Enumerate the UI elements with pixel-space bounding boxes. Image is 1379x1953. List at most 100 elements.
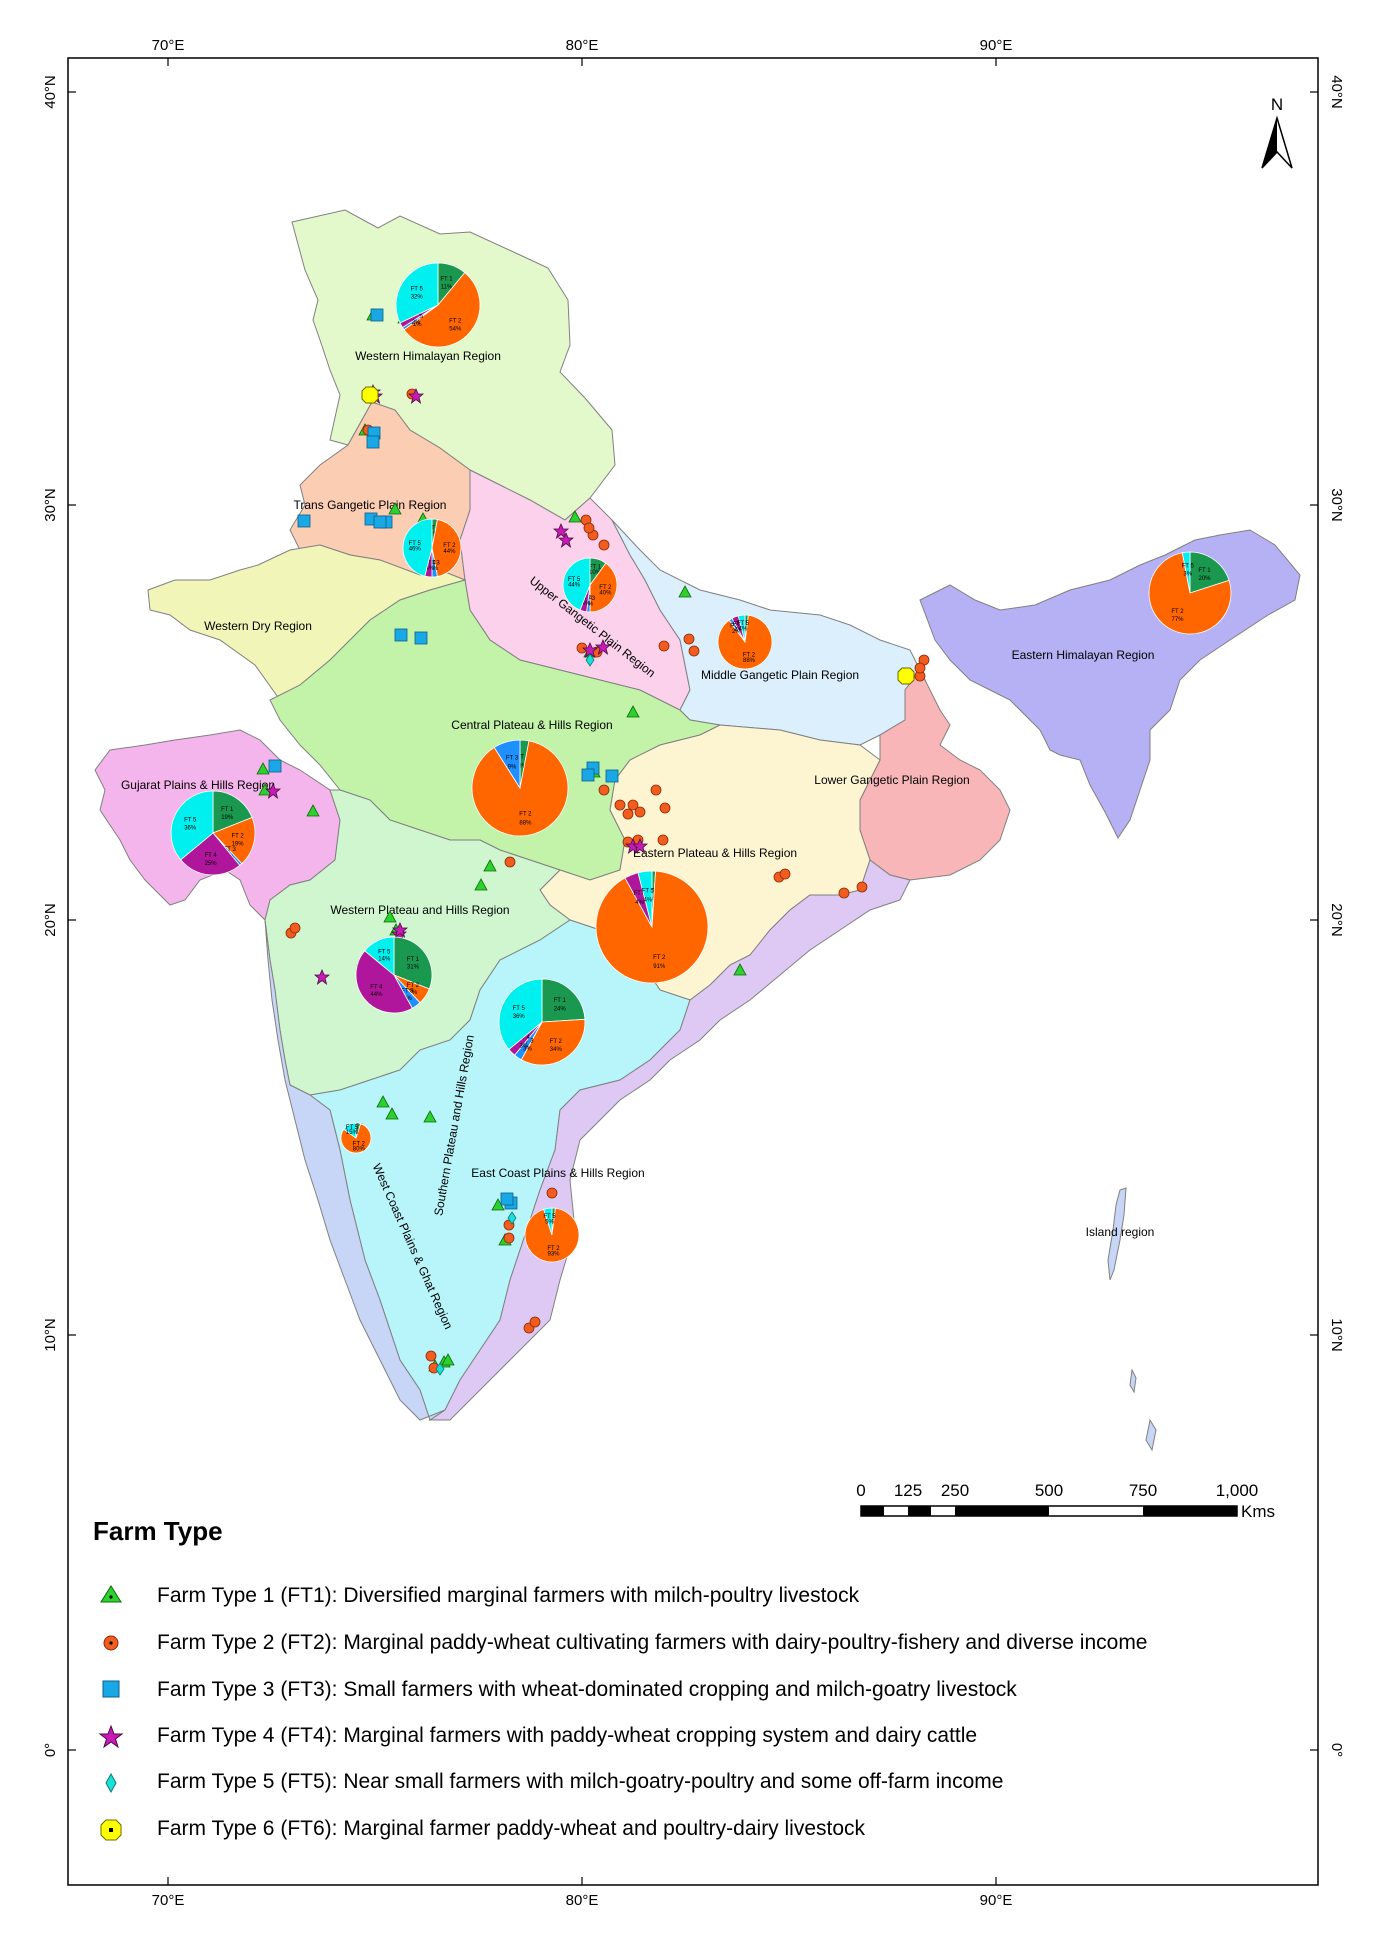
magenta-star-icon bbox=[98, 1724, 124, 1749]
ft1-marker bbox=[678, 585, 692, 598]
pie-slice-percent: 3% bbox=[518, 763, 527, 769]
pie-slice-label: FT 1 bbox=[647, 888, 660, 894]
region-pie-chart: FT 124%FT 234%FT 33%FT 43%FT 536% bbox=[498, 978, 586, 1066]
region-island bbox=[1145, 1418, 1157, 1452]
scale-bar-segment bbox=[1143, 1506, 1237, 1516]
legend-item-text: Farm Type 6 (FT6): Marginal farmer paddy… bbox=[157, 1817, 866, 1840]
pie-slice-label: FT 3 bbox=[521, 1038, 534, 1044]
scale-bar-segment bbox=[908, 1506, 931, 1516]
pie-slice bbox=[355, 950, 413, 1014]
region-pie-chart: FT 12%FT 293%FT 55% bbox=[524, 1207, 580, 1263]
pie-slice bbox=[431, 519, 462, 577]
pie-slice-label: FT 1 bbox=[547, 1214, 560, 1220]
region-west-coast bbox=[264, 919, 446, 1421]
lat-label-left: 30°N bbox=[42, 488, 59, 522]
pie-slice-percent: 93% bbox=[547, 1252, 560, 1258]
pie-slice-percent: 77% bbox=[1171, 617, 1184, 623]
ft3-marker bbox=[297, 514, 311, 528]
region-label: Island region bbox=[1086, 1225, 1155, 1239]
ft4-marker bbox=[631, 838, 649, 855]
ft6-marker bbox=[897, 667, 915, 685]
lon-label-bottom: 70°E bbox=[152, 1892, 185, 1909]
pie-slice-percent: 31% bbox=[407, 965, 420, 971]
ft3-marker bbox=[605, 769, 619, 783]
scale-tick-label: 125 bbox=[894, 1481, 922, 1500]
ft2-marker bbox=[856, 881, 868, 893]
ft2-marker bbox=[598, 784, 610, 796]
pie-slice bbox=[1189, 551, 1230, 594]
ft2-marker bbox=[289, 922, 301, 934]
pie-slice-label: FT 3 bbox=[401, 988, 414, 994]
pie-slice-label: FT 4 bbox=[204, 853, 217, 859]
pie-slice bbox=[498, 978, 543, 1050]
lat-label-right: 10°N bbox=[1328, 1318, 1345, 1352]
pie-slice-label: FT 1 bbox=[440, 276, 453, 282]
ft1-marker bbox=[626, 705, 640, 718]
region-label: East Coast Plains & Hills Region bbox=[471, 1166, 644, 1180]
pie-slice bbox=[212, 817, 256, 865]
pie-slice-percent: 25% bbox=[205, 861, 218, 867]
pie-slice-percent: 4% bbox=[735, 627, 744, 633]
ft2-marker bbox=[529, 1316, 541, 1328]
pie-slice-percent: 2% bbox=[732, 629, 741, 635]
legend-item: Farm Type 1 (FT1): Diversified marginal … bbox=[100, 1584, 860, 1607]
legend-item-text: Farm Type 4 (FT4): Marginal farmers with… bbox=[157, 1724, 977, 1747]
pie-slice bbox=[493, 739, 521, 790]
legend-item-text: Farm Type 5 (FT5): Near small farmers wi… bbox=[157, 1770, 1003, 1793]
pie-slice-percent: 14% bbox=[378, 957, 391, 963]
pie-slice-label: FT 2 bbox=[449, 318, 462, 324]
pie-slice-label: FT 1 bbox=[740, 621, 753, 627]
legend-item: Farm Type 6 (FT6): Marginal farmer paddy… bbox=[100, 1817, 866, 1841]
ft2-marker bbox=[622, 808, 634, 820]
scale-bar-segment bbox=[861, 1506, 884, 1516]
pie-slice bbox=[1181, 551, 1191, 594]
ft1-marker bbox=[483, 859, 497, 872]
pie-slice-label: FT 4 bbox=[424, 560, 437, 566]
ft3-marker bbox=[500, 1192, 514, 1206]
pie-slice-percent: 36% bbox=[513, 1014, 526, 1020]
pie-slice-label: FT 2 bbox=[443, 543, 456, 549]
pie-slice-label: FT 2 bbox=[1171, 609, 1184, 615]
ft1-marker bbox=[441, 1353, 455, 1366]
pie-slice-label: FT 4 bbox=[580, 596, 593, 602]
pie-slice-percent: 3% bbox=[519, 1043, 528, 1049]
ft1-marker bbox=[383, 910, 397, 923]
ft2-marker bbox=[688, 645, 700, 657]
green-triangle-icon bbox=[100, 1585, 122, 1603]
pie-slice bbox=[541, 978, 586, 1023]
ft2-marker bbox=[425, 1350, 437, 1362]
pie-slice bbox=[180, 832, 241, 876]
pie-slice-percent: 19% bbox=[232, 842, 245, 848]
ft2-marker bbox=[914, 662, 926, 674]
ft3-marker bbox=[366, 435, 380, 449]
region-label: Eastern Plateau & Hills Region bbox=[633, 846, 797, 860]
ft5-marker bbox=[435, 1362, 445, 1376]
region-island bbox=[1107, 1187, 1127, 1281]
legend: Farm Type Farm Type 1 (FT1): Diversified… bbox=[93, 1516, 1148, 1841]
yellow-octagon-icon bbox=[109, 1828, 113, 1832]
pie-slice-percent: 4% bbox=[403, 996, 412, 1002]
scale-tick-label: 250 bbox=[941, 1481, 969, 1500]
pie-slice-label: FT 5 bbox=[568, 577, 581, 583]
pie-slice-percent: 19% bbox=[221, 815, 234, 821]
pie-slice-percent: 32% bbox=[411, 295, 424, 301]
ft2-marker bbox=[504, 856, 516, 868]
pie-slice bbox=[393, 936, 433, 990]
pie-slice-percent: 88% bbox=[743, 658, 756, 664]
lat-label-left: 20°N bbox=[42, 903, 59, 937]
pie-slice-percent: 3% bbox=[429, 532, 438, 538]
pie-slice bbox=[524, 1207, 580, 1263]
pie-slice-percent: 2% bbox=[585, 602, 594, 608]
region-pie-chart: FT 1 20% FT 2 77% FT 53% bbox=[1148, 551, 1232, 635]
ft2-marker bbox=[779, 868, 791, 880]
farm-type-pie-charts: FT 111%FT 254%FT 31%FT 42%FT 532%FT 13%F… bbox=[170, 262, 1232, 1263]
pie-slice-label: FT 5 bbox=[737, 621, 750, 627]
pie-slice-label: FT 5 bbox=[409, 541, 422, 547]
ft3-marker bbox=[268, 759, 282, 773]
pie-slice-label: FT 4 bbox=[518, 1035, 531, 1041]
legend-item-text: Farm Type 2 (FT2): Marginal paddy-wheat … bbox=[157, 1631, 1148, 1654]
pie-slice-percent: 4% bbox=[643, 898, 652, 904]
region-label: Eastern Himalayan Region bbox=[1012, 648, 1155, 662]
